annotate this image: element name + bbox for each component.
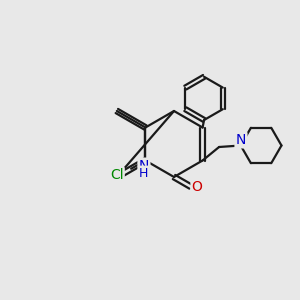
Text: Cl: Cl: [110, 168, 123, 182]
Text: O: O: [192, 180, 203, 194]
Text: N: N: [139, 159, 149, 173]
Text: N: N: [236, 133, 246, 147]
Text: H: H: [139, 167, 148, 180]
